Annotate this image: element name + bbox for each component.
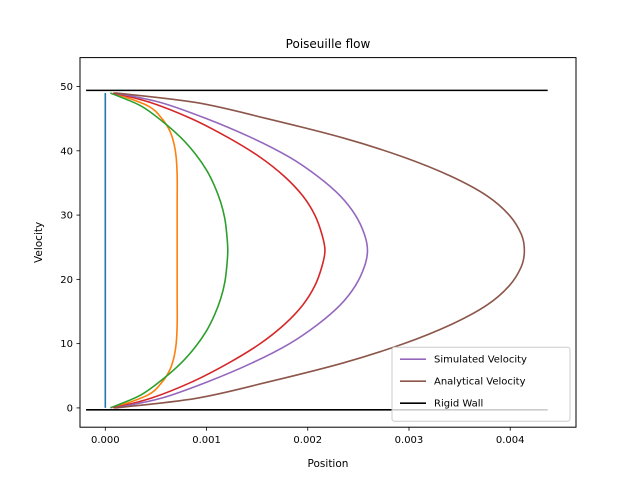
x-axis-label: Position [308,458,349,470]
series-2-line [113,92,179,409]
legend-label-simulated-velocity: Simulated Velocity [434,355,527,366]
y-tick-label: 20 [60,275,73,286]
x-tick-label: 0.003 [395,435,424,446]
series-4-line [113,92,326,409]
y-tick-label: 40 [60,146,73,157]
y-tick-label: 10 [60,339,73,350]
y-tick-label: 0 [67,403,73,414]
x-axis: 0.000 0.001 0.002 0.003 0.004 [91,427,525,446]
x-tick-label: 0.001 [192,435,221,446]
simulated-velocity-line [115,92,369,409]
y-axis: 0 10 20 30 40 50 [60,82,80,414]
legend-label-analytical-velocity: Analytical Velocity [434,377,526,388]
y-axis-label: Velocity [33,222,45,263]
x-tick-label: 0.000 [91,435,120,446]
legend: Simulated Velocity Analytical Velocity Rig… [391,346,571,422]
plot-area [86,89,548,411]
plot-frame [79,57,577,428]
x-tick-label: 0.004 [496,435,525,446]
series-3-line [110,92,229,409]
y-tick-label: 50 [60,82,73,93]
y-tick-label: 30 [60,211,73,222]
x-tick-label: 0.002 [293,435,322,446]
legend-label-rigid-wall: Rigid Wall [434,399,483,410]
legend-box [391,346,571,422]
analytical-velocity-line [115,92,526,409]
chart-title: Poiseuille flow [286,37,371,51]
